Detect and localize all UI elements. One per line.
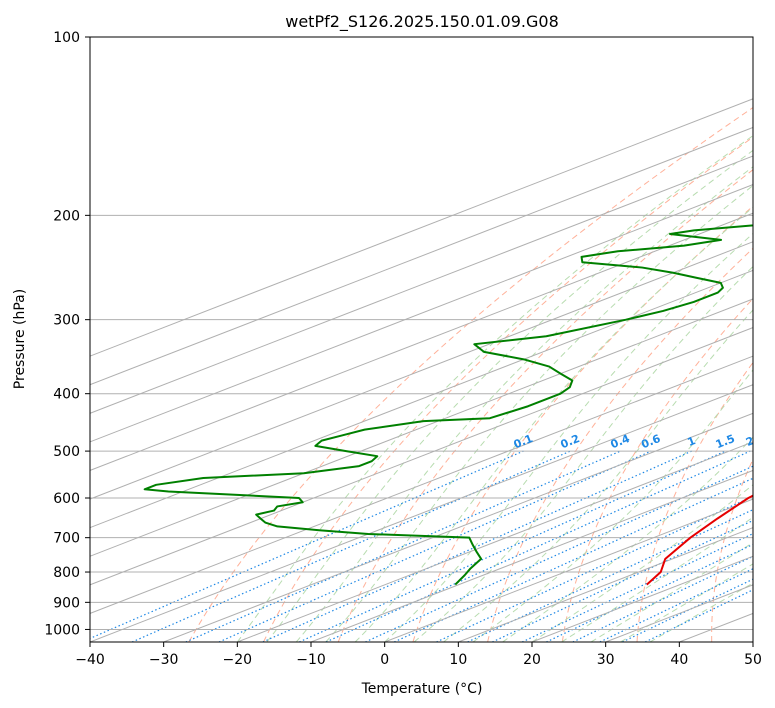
mixing-ratio-label: 2: [744, 434, 756, 449]
mixing-ratio-line: [185, 450, 621, 642]
x-tick-label: −20: [223, 652, 253, 668]
x-tick-label: 10: [449, 652, 467, 668]
isotherm-line: [90, 326, 753, 586]
y-tick-label: 1000: [44, 622, 80, 638]
dry-adiabat-line: [711, 458, 753, 642]
mixing-ratio-line: [467, 509, 753, 642]
y-tick-label: 600: [53, 491, 80, 507]
isotherm-line: [458, 527, 753, 642]
isotherm-line: [237, 441, 753, 642]
plot-frame: [89, 36, 754, 643]
x-tick-label: −10: [296, 652, 326, 668]
moist-adiabat-line: [502, 436, 753, 642]
y-tick-label: 100: [53, 30, 80, 46]
dry-adiabat-line: [487, 247, 753, 642]
y-tick-label: 200: [53, 208, 80, 224]
background-lines: [90, 37, 753, 642]
isotherm-line: [605, 584, 753, 642]
isotherm-line: [90, 298, 753, 557]
mixing-ratio-label: 1: [686, 434, 698, 449]
isotherm-line: [384, 498, 753, 642]
dry-adiabat-line: [636, 361, 753, 642]
mixing-ratio-line: [90, 450, 524, 640]
dry-adiabat-line: [561, 297, 753, 642]
moist-adiabat-line: [531, 484, 753, 642]
dewpoint-profile-line: [143, 224, 753, 586]
mixing-ratio-line: [365, 465, 753, 642]
moist-adiabat-line: [325, 184, 753, 642]
x-axis-label: Temperature (°C): [361, 681, 483, 697]
isotherm-line: [90, 384, 753, 642]
isotherm-line: [90, 269, 753, 529]
mixing-ratio-line: [325, 450, 751, 642]
x-tick-label: 30: [597, 652, 615, 668]
y-axis-label: Pressure (hPa): [12, 289, 28, 389]
mixing-ratio-line: [262, 450, 692, 642]
dry-adiabat-line: [412, 205, 753, 642]
mixing-ratio-line: [492, 519, 753, 642]
y-tick-label: 700: [53, 531, 80, 547]
moist-adiabat-line: [649, 582, 753, 642]
line-labels: -100-90-80-70-60-50-40-30-20-10010203040…: [512, 432, 756, 451]
isotherm-line: [90, 212, 753, 472]
x-tick-label: 20: [523, 652, 541, 668]
mixing-ratio-line: [521, 532, 753, 642]
isotherm-line: [752, 641, 753, 642]
isotherm-line: [163, 412, 753, 642]
moist-adiabat-line: [443, 309, 753, 642]
isotherm-line: [90, 355, 753, 614]
y-tick-label: 900: [53, 595, 80, 611]
mixing-ratio-label: 0.4: [609, 432, 632, 451]
isotherm-line: [90, 126, 753, 386]
mixing-ratio-line: [298, 450, 726, 642]
moist-adiabat-line: [266, 149, 753, 642]
mixing-ratio-line: [572, 555, 753, 642]
isotherm-line: [90, 184, 753, 443]
isotherm-line: [90, 98, 753, 357]
x-tick-label: 0: [380, 652, 389, 668]
y-tick-label: 500: [53, 444, 80, 460]
chart-title: wetPf2_S126.2025.150.01.09.G08: [285, 12, 559, 32]
moist-adiabat-line: [236, 135, 753, 642]
isotherm-line: [90, 155, 753, 414]
y-tick-label: 400: [53, 387, 80, 403]
isotherm-line: [90, 241, 753, 500]
moist-adiabat-line: [354, 206, 753, 642]
isotherm-line: [310, 469, 753, 642]
profile-lines: [143, 224, 753, 586]
moist-adiabat-line: [561, 516, 753, 642]
dry-adiabat-line: [188, 106, 753, 642]
moist-adiabat-line: [620, 563, 753, 642]
mixing-ratio-label: 0.1: [512, 432, 535, 451]
axis-ticks: −40 −30 −20 −10 0 10 20 30 40 50 100 200 300 400 500 60…: [44, 30, 762, 668]
y-tick-label: 800: [53, 565, 80, 581]
y-tick-label: 300: [53, 313, 80, 329]
x-tick-label: −30: [149, 652, 179, 668]
dry-adiabat-line: [337, 169, 753, 642]
mixing-ratio-line: [218, 450, 652, 642]
mixing-ratio-label: 1.5: [714, 432, 737, 451]
x-tick-label: 50: [744, 652, 762, 668]
mixing-ratio-label: 0.6: [639, 432, 662, 451]
moist-adiabat-line: [384, 232, 753, 642]
x-tick-label: −40: [75, 652, 105, 668]
moist-adiabat-line: [590, 541, 753, 642]
x-tick-label: 40: [670, 652, 688, 668]
moist-adiabat-line: [295, 166, 753, 642]
